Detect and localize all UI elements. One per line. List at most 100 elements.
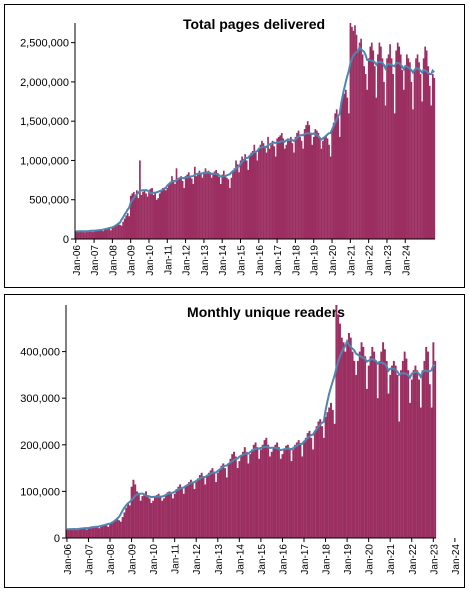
bar xyxy=(198,170,201,239)
bar xyxy=(274,444,277,538)
bar xyxy=(380,351,383,538)
bar xyxy=(137,198,140,239)
bar xyxy=(201,177,204,239)
bar xyxy=(258,148,260,239)
bar xyxy=(317,421,320,538)
bar xyxy=(300,140,303,239)
bar xyxy=(189,479,192,538)
bar xyxy=(323,136,326,239)
bar xyxy=(268,456,271,538)
bar xyxy=(123,218,126,239)
bar xyxy=(386,58,388,239)
bar xyxy=(119,224,121,239)
bar xyxy=(330,402,332,538)
bar xyxy=(146,495,149,538)
bar xyxy=(227,463,230,538)
bar xyxy=(377,54,379,239)
bar xyxy=(398,46,401,240)
bar xyxy=(333,423,336,538)
bar xyxy=(128,216,131,239)
bar xyxy=(206,475,209,538)
bar xyxy=(192,184,195,239)
bar xyxy=(340,337,343,538)
bar xyxy=(158,193,161,239)
bar xyxy=(166,492,169,538)
bar xyxy=(277,447,280,538)
bar xyxy=(343,93,346,239)
bar xyxy=(406,54,408,239)
bar xyxy=(349,23,352,239)
bar xyxy=(245,160,248,239)
bar xyxy=(342,342,345,538)
bar xyxy=(389,44,391,239)
bar xyxy=(358,42,361,239)
bar xyxy=(364,74,367,240)
bar xyxy=(372,50,375,240)
bar xyxy=(227,179,230,239)
bar xyxy=(314,129,317,239)
bar xyxy=(98,528,101,538)
bar xyxy=(83,528,86,538)
bar xyxy=(107,526,110,538)
bar xyxy=(216,173,219,239)
bar xyxy=(378,360,381,538)
bar xyxy=(351,26,353,239)
x-tick-label: Jan-18 xyxy=(322,544,333,575)
bar xyxy=(340,101,343,239)
bar xyxy=(82,528,85,538)
bar xyxy=(88,230,91,239)
bar xyxy=(96,527,99,538)
bar xyxy=(262,143,265,239)
bar xyxy=(163,188,166,239)
y-tick-label: 1,500,000 xyxy=(20,116,69,128)
chart-panel-readers: Monthly unique readers 0 100,000 200,000 30… xyxy=(4,294,465,588)
bar xyxy=(383,81,385,239)
bar xyxy=(91,232,94,239)
bar xyxy=(82,231,85,239)
x-tick-label: Jan-21 xyxy=(346,245,357,276)
bar xyxy=(282,138,285,239)
bar xyxy=(434,360,437,538)
bar xyxy=(222,463,225,538)
bar xyxy=(304,437,307,538)
x-tick-label: Jan-19 xyxy=(343,544,354,575)
bar xyxy=(281,454,284,538)
bar xyxy=(427,66,430,239)
bar xyxy=(178,177,181,239)
y-tick-label: 500,000 xyxy=(29,195,69,207)
bar xyxy=(326,412,329,538)
bar xyxy=(310,437,313,538)
bar xyxy=(249,454,252,538)
bar xyxy=(114,225,117,239)
y-tick-label: 1,000,000 xyxy=(20,155,69,167)
chart-title: Monthly unique readers xyxy=(187,304,345,320)
x-tick-label: Jan-21 xyxy=(386,544,397,575)
bar xyxy=(292,449,295,538)
bar xyxy=(290,136,292,239)
bar xyxy=(195,176,198,239)
bar xyxy=(303,442,306,538)
bar xyxy=(198,475,201,538)
bar xyxy=(319,138,321,239)
bar xyxy=(230,177,233,239)
bar xyxy=(283,148,286,239)
bar xyxy=(189,176,192,239)
x-tick-label: Jan-17 xyxy=(273,245,284,276)
y-tick-label: 2,500,000 xyxy=(20,38,69,50)
bar xyxy=(207,472,210,538)
bar xyxy=(150,503,153,538)
bar xyxy=(312,449,315,538)
bar xyxy=(111,227,114,239)
bar xyxy=(346,342,349,538)
bar xyxy=(170,493,173,538)
bar xyxy=(254,442,257,538)
bar xyxy=(90,231,92,239)
bar xyxy=(387,54,390,239)
bar xyxy=(224,176,227,239)
bar xyxy=(373,351,376,538)
bar xyxy=(265,437,268,538)
bar xyxy=(242,451,244,538)
bar xyxy=(183,187,185,239)
bar xyxy=(105,228,108,239)
bar xyxy=(197,173,199,239)
